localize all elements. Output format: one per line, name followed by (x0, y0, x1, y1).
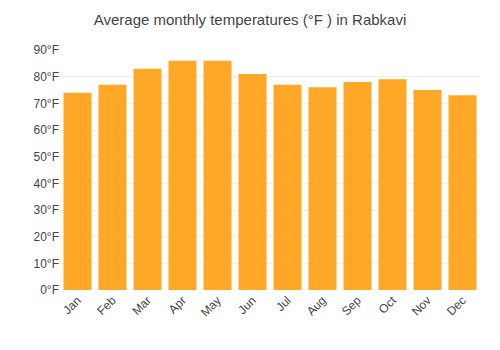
svg-text:Nov: Nov (409, 293, 434, 318)
svg-text:30°F: 30°F (34, 203, 59, 217)
svg-text:Apr: Apr (166, 293, 189, 316)
svg-text:Aug: Aug (304, 293, 329, 318)
svg-text:Jan: Jan (60, 293, 84, 317)
svg-text:60°F: 60°F (34, 123, 59, 137)
svg-text:70°F: 70°F (34, 97, 59, 111)
svg-text:Mar: Mar (129, 293, 154, 318)
svg-text:20°F: 20°F (34, 230, 59, 244)
svg-text:40°F: 40°F (34, 177, 59, 191)
svg-text:Dec: Dec (444, 293, 469, 318)
svg-text:Average monthly temperatures (: Average monthly temperatures (°F ) in Ra… (94, 11, 407, 28)
svg-text:Oct: Oct (376, 293, 400, 317)
svg-text:Jul: Jul (273, 293, 294, 314)
svg-text:10°F: 10°F (34, 257, 59, 271)
svg-text:80°F: 80°F (34, 70, 59, 84)
svg-text:May: May (198, 293, 224, 319)
svg-text:90°F: 90°F (34, 43, 59, 57)
svg-text:Jun: Jun (235, 293, 259, 317)
svg-text:50°F: 50°F (34, 150, 59, 164)
svg-text:0°F: 0°F (40, 283, 59, 297)
svg-text:Sep: Sep (339, 293, 364, 318)
svg-text:Feb: Feb (94, 293, 119, 318)
